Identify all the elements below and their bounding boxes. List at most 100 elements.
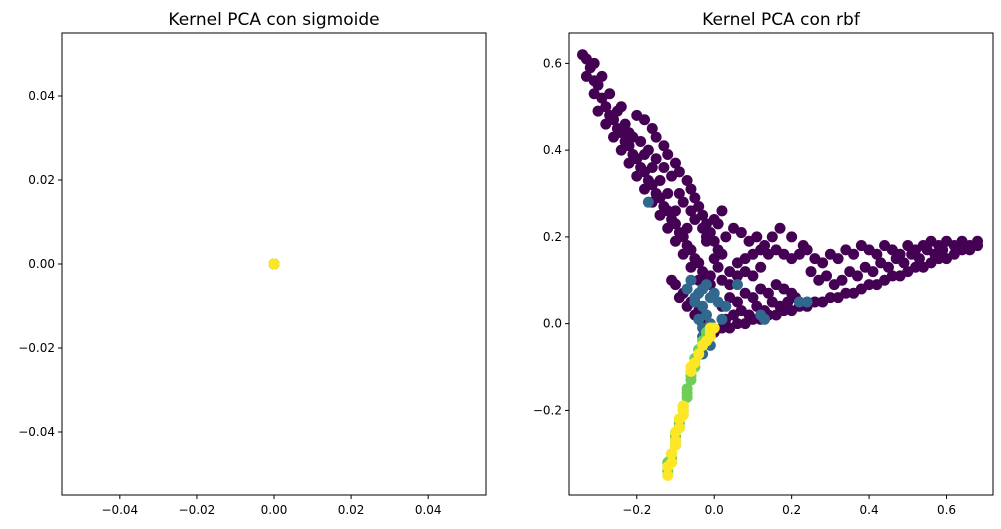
y-tick-label: −0.02 xyxy=(18,341,55,355)
y-tick-label: 0.02 xyxy=(28,173,55,187)
data-point xyxy=(685,261,697,273)
data-point xyxy=(712,218,724,230)
data-point xyxy=(762,287,774,299)
data-point xyxy=(681,383,693,395)
data-point xyxy=(666,170,678,182)
x-tick-label: −0.2 xyxy=(622,503,651,517)
data-point xyxy=(766,231,778,243)
point-layer xyxy=(577,49,984,481)
x-tick-label: 0.4 xyxy=(860,503,879,517)
chart-title: Kernel PCA con sigmoide xyxy=(168,10,379,30)
data-point xyxy=(681,174,693,186)
data-point xyxy=(673,292,685,304)
data-point xyxy=(716,205,728,217)
data-point xyxy=(817,257,829,269)
data-point xyxy=(848,248,860,260)
data-point xyxy=(654,209,666,221)
data-point xyxy=(631,170,643,182)
data-point xyxy=(689,292,701,304)
y-tick-label: 0.4 xyxy=(543,143,562,157)
data-point xyxy=(863,279,875,291)
data-point xyxy=(898,257,910,269)
data-point xyxy=(821,270,832,282)
data-point xyxy=(669,435,681,447)
data-point xyxy=(704,331,716,343)
data-point xyxy=(716,248,728,260)
data-point xyxy=(658,140,670,152)
data-point xyxy=(619,118,631,130)
data-point xyxy=(700,235,712,247)
data-point xyxy=(720,231,732,243)
data-point xyxy=(639,114,651,126)
rbf-kernel-pca-panel: Kernel PCA con rbf −0.2 0.0 0.2 0.4 0.6 −0.2 0.… xyxy=(533,10,994,517)
data-point xyxy=(716,322,728,334)
data-point xyxy=(774,222,786,234)
data-point xyxy=(689,214,701,226)
data-point xyxy=(623,157,635,169)
x-tick-label: 0.6 xyxy=(937,503,956,517)
data-point xyxy=(592,105,604,117)
data-point xyxy=(697,300,709,312)
data-point xyxy=(731,318,743,330)
data-point xyxy=(716,313,728,325)
data-point xyxy=(720,300,732,312)
y-tick-label: 0.6 xyxy=(543,56,562,70)
data-point xyxy=(685,183,697,195)
chart-title: Kernel PCA con rbf xyxy=(702,10,861,30)
data-point xyxy=(805,266,817,278)
data-point xyxy=(809,296,821,308)
data-point xyxy=(693,348,705,360)
data-point xyxy=(797,240,809,252)
data-point xyxy=(639,183,651,195)
x-tick-label: −0.02 xyxy=(179,503,216,517)
axes-frame xyxy=(568,32,994,496)
x-tick-label: 0.00 xyxy=(261,503,288,517)
data-point xyxy=(747,270,759,282)
data-point xyxy=(600,118,612,130)
data-point xyxy=(615,144,627,156)
data-point xyxy=(681,222,693,234)
data-point xyxy=(704,292,716,304)
data-point xyxy=(642,196,654,208)
data-point xyxy=(836,274,848,286)
data-point xyxy=(832,253,844,265)
data-point xyxy=(689,192,701,204)
data-point xyxy=(840,287,852,299)
data-point xyxy=(681,283,693,295)
data-point xyxy=(755,309,767,321)
data-point xyxy=(677,196,689,208)
data-point xyxy=(871,248,883,260)
data-point xyxy=(972,235,984,247)
data-point xyxy=(677,400,689,412)
x-tick-label: 0.0 xyxy=(705,503,724,517)
y-tick-label: 0.04 xyxy=(28,89,55,103)
data-point xyxy=(685,205,697,217)
data-point xyxy=(712,261,724,273)
data-point xyxy=(867,266,879,278)
y-tick-label: 0.2 xyxy=(543,230,562,244)
data-point xyxy=(851,270,863,282)
data-point xyxy=(673,188,685,200)
x-tick-label: 0.04 xyxy=(415,503,442,517)
data-point xyxy=(669,235,681,247)
data-point xyxy=(886,270,898,282)
data-point xyxy=(646,122,658,134)
data-point xyxy=(662,188,674,200)
data-point xyxy=(662,222,674,234)
data-point xyxy=(882,261,894,273)
data-point xyxy=(697,222,709,234)
data-point xyxy=(793,296,805,308)
data-point xyxy=(608,131,620,143)
data-point xyxy=(662,148,674,160)
data-point xyxy=(747,292,759,304)
data-point xyxy=(669,157,681,169)
sigmoid-kernel-pca-panel: Kernel PCA con sigmoide −0.04 −0.02 0.00 0.0… xyxy=(18,10,487,517)
data-point xyxy=(662,469,674,481)
data-point xyxy=(666,456,678,468)
x-tick-label: 0.02 xyxy=(338,503,365,517)
data-point xyxy=(693,313,705,325)
y-tick-label: −0.04 xyxy=(18,425,55,439)
data-point xyxy=(627,131,639,143)
data-point xyxy=(731,296,743,308)
